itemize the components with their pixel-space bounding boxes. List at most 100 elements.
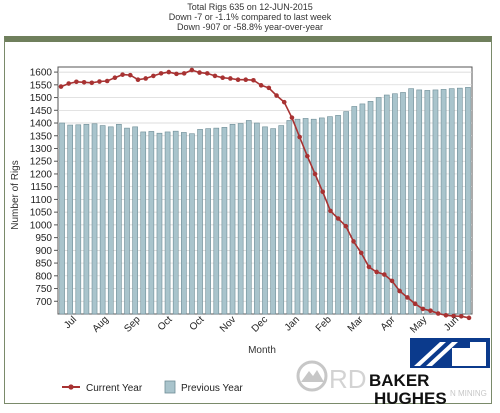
current-year-point: [228, 76, 233, 81]
previous-year-bar: [189, 133, 195, 315]
x-tick-label: Sep: [122, 314, 143, 335]
previous-year-bar: [465, 87, 471, 315]
x-tick-label: Mar: [346, 314, 366, 334]
previous-year-bar: [343, 111, 349, 315]
previous-year-bar: [294, 118, 301, 315]
current-year-point: [412, 301, 418, 307]
previous-year-bar: [83, 123, 90, 315]
y-tick-label: 1400: [30, 119, 53, 130]
current-year-point: [112, 75, 118, 80]
previous-year-bar: [448, 88, 455, 315]
previous-year-bar: [375, 97, 382, 315]
y-tick-label: 1050: [30, 208, 53, 219]
current-year-point: [74, 79, 79, 85]
current-year-point: [258, 83, 264, 88]
current-year-point: [459, 313, 464, 319]
y-axis-label: Number of Rigs: [10, 160, 21, 229]
current-year-point: [312, 171, 318, 177]
logo-hughes: HUGHES: [374, 389, 447, 408]
previous-year-bar: [75, 124, 82, 315]
current-year-point: [243, 77, 249, 83]
previous-year-bar: [213, 127, 220, 315]
current-year-point: [335, 216, 341, 221]
current-year-point: [451, 313, 456, 319]
previous-year-bar: [116, 123, 122, 315]
previous-year-bar: [67, 124, 73, 315]
x-tick-label: Nov: [218, 314, 238, 334]
current-year-point: [305, 153, 310, 159]
previous-year-bar: [286, 120, 293, 315]
x-axis-label: Month: [248, 345, 276, 356]
current-year-point: [435, 311, 441, 316]
current-year-point: [281, 99, 287, 105]
current-year-point: [127, 72, 133, 78]
legend-previous-label: Previous Year: [181, 383, 243, 394]
x-tick-label: Aug: [91, 314, 111, 334]
y-tick-label: 850: [35, 259, 52, 270]
previous-year-bar: [197, 129, 203, 315]
previous-year-bar: [310, 118, 317, 315]
previous-year-bar: [440, 89, 447, 315]
previous-year-bar: [59, 122, 65, 315]
previous-year-bar: [205, 128, 211, 315]
legend: Current Year Previous Year: [62, 380, 243, 394]
previous-year-bar: [302, 118, 309, 315]
chart-header: Total Rigs 635 on 12-JUN-2015 Down -7 or…: [0, 2, 500, 32]
x-tick-label: May: [408, 314, 429, 335]
current-year-point: [320, 189, 326, 195]
current-year-point: [81, 79, 87, 85]
current-year-point: [97, 79, 102, 84]
current-year-point: [289, 115, 295, 120]
current-year-point: [343, 223, 349, 229]
previous-year-bar: [181, 132, 187, 315]
y-tick-label: 1300: [30, 144, 53, 155]
previous-year-bar: [424, 90, 431, 315]
x-tick-label: Oct: [188, 314, 207, 333]
legend-current-label: Current Year: [86, 383, 143, 394]
current-year-point: [374, 269, 379, 275]
previous-year-bar: [229, 123, 236, 315]
previous-year-bar: [245, 120, 252, 315]
logo-baker: BAKER: [369, 371, 429, 390]
previous-year-bar: [327, 116, 333, 315]
y-tick-label: 1000: [30, 220, 53, 231]
current-year-point: [204, 71, 210, 76]
current-year-point: [181, 71, 187, 76]
current-year-point: [135, 77, 141, 83]
current-year-point: [382, 272, 387, 277]
previous-year-bar: [335, 115, 341, 315]
y-tick-label: 1150: [30, 182, 52, 193]
x-tick-label: Feb: [314, 314, 334, 334]
line-series: [58, 67, 472, 321]
previous-year-bar: [278, 125, 285, 315]
current-year-point: [220, 75, 225, 80]
previous-year-bar: [221, 127, 228, 315]
previous-year-bar: [408, 88, 414, 315]
y-tick-label: 750: [35, 284, 52, 295]
current-year-point: [151, 73, 156, 79]
y-tick-label: 700: [35, 297, 52, 308]
y-tick-label: 1100: [30, 195, 52, 206]
previous-year-bar: [457, 87, 463, 315]
current-year-point: [189, 67, 195, 73]
previous-year-bar: [107, 126, 114, 315]
header-total: Total Rigs 635 on 12-JUN-2015: [187, 2, 313, 12]
current-year-point: [104, 78, 110, 84]
previous-year-bar: [416, 89, 423, 315]
current-year-point: [266, 85, 272, 91]
current-year-point: [66, 81, 71, 86]
y-tick-label: 1450: [30, 106, 53, 117]
current-year-point: [405, 295, 410, 300]
y-tick-label: 1550: [30, 80, 53, 91]
current-year-point: [389, 278, 395, 284]
y-tick-label: 1350: [30, 131, 53, 142]
previous-year-bar: [140, 131, 147, 315]
previous-year-bar: [91, 123, 98, 315]
y-tick-label: 800: [35, 271, 52, 282]
current-year-point: [366, 264, 372, 270]
current-year-point: [358, 250, 364, 256]
previous-year-bar: [164, 131, 171, 315]
previous-year-bar: [99, 125, 106, 315]
previous-year-bar: [124, 127, 130, 315]
current-year-point: [166, 69, 172, 75]
